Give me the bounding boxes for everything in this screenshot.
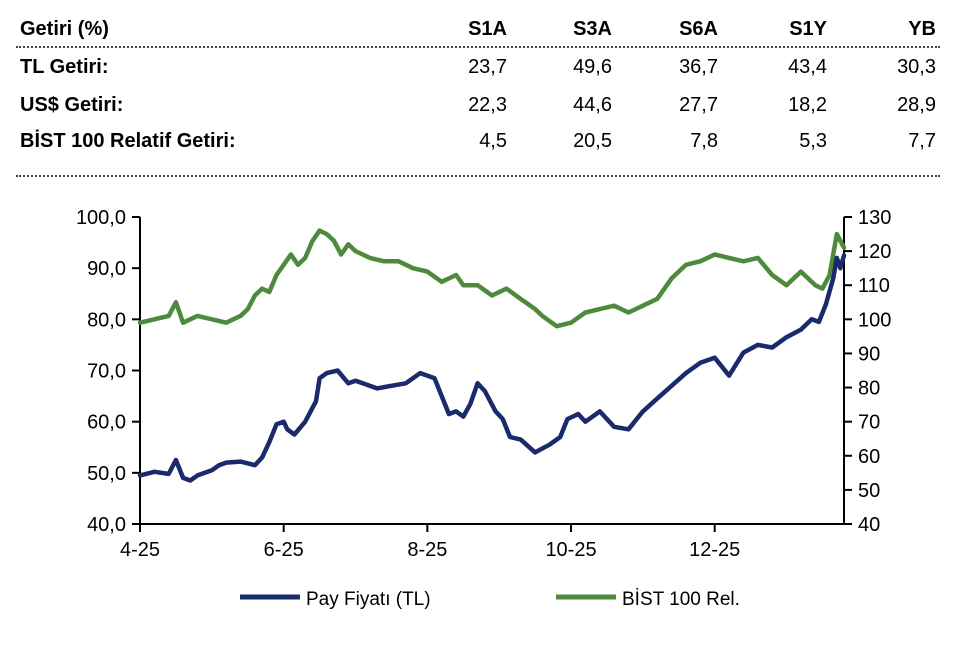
row-value: 20,5 xyxy=(573,130,612,152)
row-label: TL Getiri: xyxy=(20,56,109,78)
row-value: 30,3 xyxy=(897,56,936,78)
row-value: 36,7 xyxy=(679,56,718,78)
left-tick-label: 60,0 xyxy=(87,412,126,434)
x-tick-label: 10-25 xyxy=(545,539,596,561)
series-relative-line xyxy=(137,228,847,329)
right-tick-label: 70 xyxy=(858,412,880,434)
x-tick-label: 6-25 xyxy=(264,539,304,561)
right-tick-label: 90 xyxy=(858,343,880,365)
row-value: 7,8 xyxy=(690,130,718,152)
row-value: 27,7 xyxy=(679,94,718,116)
right-tick-label: 80 xyxy=(858,378,880,400)
chart-axes: 40,0 50,0 60,0 70,0 80,0 90,0 100,0 40 50 60 70 80 9… xyxy=(76,207,891,561)
row-value: 4,5 xyxy=(479,130,507,152)
price-chart: 40,0 50,0 60,0 70,0 80,0 90,0 100,0 40 50 60 70 80 9… xyxy=(76,207,891,610)
chart-legend: Pay Fiyatı (TL) BİST 100 Rel. xyxy=(240,589,740,610)
left-tick-label: 100,0 xyxy=(76,207,126,229)
x-tick-label: 8-25 xyxy=(407,539,447,561)
series-price-line xyxy=(137,253,847,483)
row-value: 23,7 xyxy=(468,56,507,78)
header-divider xyxy=(16,46,940,48)
right-tick-label: 100 xyxy=(858,309,891,331)
header-col-s3a: S3A xyxy=(573,18,612,40)
x-tick-label: 4-25 xyxy=(120,539,160,561)
right-tick-label: 50 xyxy=(858,480,880,502)
row-value: 5,3 xyxy=(799,130,827,152)
right-tick-label: 40 xyxy=(858,514,880,536)
legend-relative-label: BİST 100 Rel. xyxy=(622,589,740,610)
x-tick-label: 12-25 xyxy=(689,539,740,561)
table-row-tl: TL Getiri: 23,7 49,6 36,7 43,4 30,3 xyxy=(20,52,940,82)
row-value: 7,7 xyxy=(908,130,936,152)
header-label: Getiri (%) xyxy=(20,18,109,40)
chart-lines xyxy=(137,228,847,483)
right-tick-label: 110 xyxy=(858,275,890,297)
left-tick-label: 90,0 xyxy=(87,258,126,280)
right-tick-label: 130 xyxy=(858,207,891,229)
left-tick-label: 80,0 xyxy=(87,309,126,331)
table-row-usd: US$ Getiri: 22,3 44,6 27,7 18,2 28,9 xyxy=(20,90,940,120)
row-label: BİST 100 Relatif Getiri: xyxy=(20,130,236,152)
right-tick-label: 120 xyxy=(858,241,891,263)
row-value: 28,9 xyxy=(897,94,936,116)
row-value: 43,4 xyxy=(788,56,827,78)
right-tick-label: 60 xyxy=(858,446,880,468)
left-tick-label: 70,0 xyxy=(87,361,126,383)
row-value: 18,2 xyxy=(788,94,827,116)
table-divider xyxy=(16,175,940,177)
left-tick-label: 50,0 xyxy=(87,463,126,485)
header-col-s1a: S1A xyxy=(468,18,507,40)
header-col-s1y: S1Y xyxy=(789,18,827,40)
left-tick-label: 40,0 xyxy=(87,514,126,536)
row-value: 22,3 xyxy=(468,94,507,116)
row-label: US$ Getiri: xyxy=(20,94,124,116)
row-value: 44,6 xyxy=(573,94,612,116)
header-col-yb: YB xyxy=(908,18,936,40)
row-value: 49,6 xyxy=(573,56,612,78)
header-col-s6a: S6A xyxy=(679,18,718,40)
legend-price-label: Pay Fiyatı (TL) xyxy=(306,589,431,610)
table-row-bist: BİST 100 Relatif Getiri: 4,5 20,5 7,8 5,… xyxy=(20,126,940,156)
returns-table-header: Getiri (%) S1A S3A S6A S1Y YB xyxy=(20,14,940,44)
